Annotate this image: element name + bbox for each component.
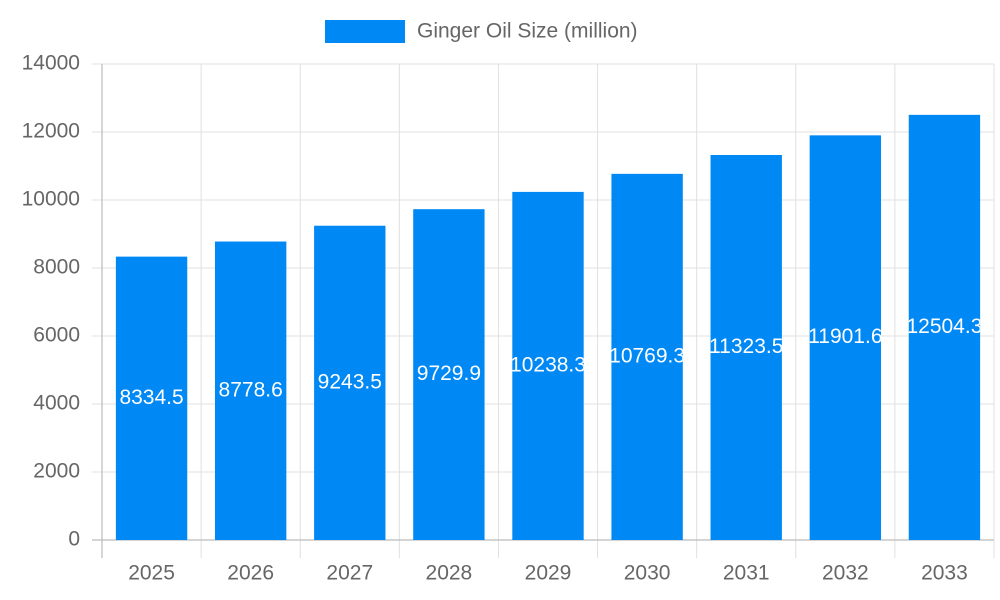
data-label: 11323.5 [709,335,783,358]
legend-swatch [325,20,405,43]
data-label: 9729.9 [417,362,481,385]
x-tick-label: 2029 [525,562,572,585]
x-tick-label: 2032 [822,562,869,585]
x-tick-label: 2031 [723,562,770,585]
x-tick-label: 2026 [227,562,274,585]
bar [809,135,882,541]
x-tick-label: 2033 [921,562,968,585]
y-tick-label: 14000 [22,52,80,75]
bar [908,114,981,541]
bar [710,155,782,540]
y-tick-label: 8000 [33,256,80,279]
bar [115,256,188,540]
x-tick-label: 2028 [426,562,473,585]
bar [512,191,584,540]
y-tick-label: 10000 [22,188,80,211]
y-tick-label: 4000 [33,392,80,415]
y-tick-label: 6000 [33,324,80,347]
bar [314,225,386,540]
data-label: 8778.6 [219,378,283,401]
data-label: 10769.3 [609,344,685,367]
data-label: 11901.6 [808,325,882,348]
data-label: 12504.3 [906,315,982,338]
data-label: 8334.5 [119,386,183,409]
y-tick-label: 2000 [33,460,80,483]
y-tick-label: 12000 [22,120,80,143]
data-label: 9243.5 [318,370,382,393]
y-tick-label: 0 [68,528,80,551]
x-tick-label: 2025 [128,562,175,585]
bar [413,209,485,540]
x-tick-label: 2027 [326,562,373,585]
x-tick-label: 2030 [624,562,671,585]
bar [214,241,287,541]
bar [611,173,683,540]
data-label: 10238.3 [510,353,586,376]
legend-label: Ginger Oil Size (million) [417,20,638,43]
